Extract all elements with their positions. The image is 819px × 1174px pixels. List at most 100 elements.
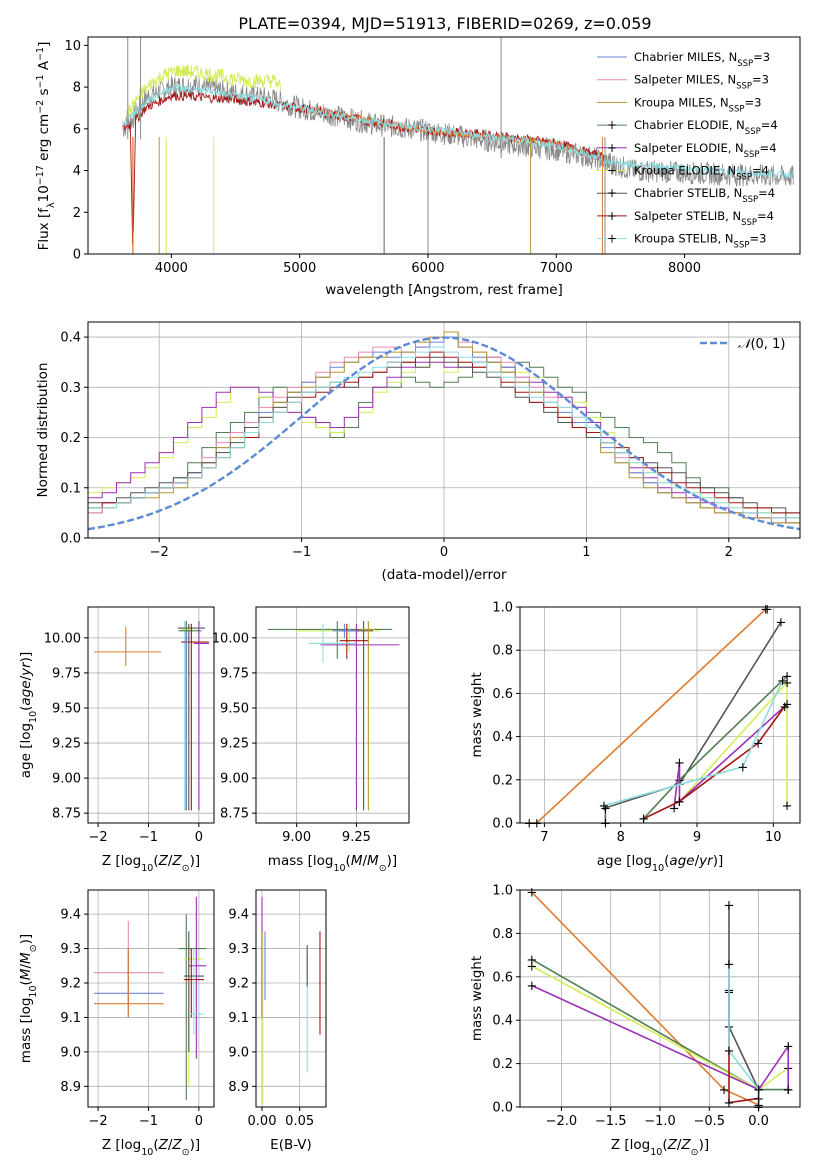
y-tick-label: 1.0 — [492, 884, 513, 899]
y-tick-label: 10.00 — [44, 631, 81, 646]
spectrum-panel: 4000 5000 6000 7000 8000 0 2 4 6 8 10 wavelength [A… — [35, 36, 801, 298]
axes-frame — [255, 889, 327, 1108]
y-tick-label: 0.0 — [60, 532, 81, 547]
weight-marker: + — [526, 886, 537, 901]
legend-label: Kroupa STELIB, NSSP=3 — [634, 232, 766, 251]
y-tick-label: 6 — [73, 122, 81, 137]
x-tick-label: 9.25 — [342, 830, 371, 845]
weight-marker: + — [782, 676, 793, 691]
x-tick-label: 4000 — [155, 261, 188, 276]
y-tick-label: 0.0 — [492, 1101, 513, 1116]
gaussian-curve — [87, 336, 801, 531]
weight-marker: + — [783, 1083, 794, 1098]
plot-area — [94, 896, 207, 1101]
plot-area: +++++++++++++++++++++++++ — [524, 603, 793, 832]
x-tick-label: 0.05 — [285, 1114, 314, 1129]
age-vs-metallicity-panel: −2 −1 0 8.75 9.00 9.25 9.50 9.75 10.00 Z [log10(Z… — [18, 606, 215, 874]
y-tick-label: 9.0 — [228, 1045, 249, 1060]
figure-title: PLATE=0394, MJD=51913, FIBERID=0269, z=0… — [238, 14, 651, 33]
weight-marker: + — [724, 1096, 735, 1111]
x-tick-label: 0 — [195, 830, 203, 845]
legend-label: Kroupa ELODIE, NSSP=4 — [634, 164, 769, 183]
weight-marker: + — [779, 700, 790, 715]
x-tick-label: 7 — [540, 830, 548, 845]
plot-area — [261, 896, 321, 1104]
y-tick-label: 9.25 — [52, 737, 81, 752]
axes-frame — [255, 606, 410, 824]
weight-marker: + — [777, 674, 788, 689]
x-tick-label: −2 — [150, 545, 169, 560]
legend-label: Chabrier STELIB, NSSP=4 — [634, 186, 775, 205]
legend-marker: + — [607, 186, 617, 200]
x-tick-label: −1 — [139, 830, 158, 845]
y-tick-label: 9.2 — [60, 977, 81, 992]
y-tick-label: 8.75 — [52, 807, 81, 822]
x-axis-label: (data-model)/error — [381, 567, 507, 583]
y-axis-label: age [log10(age/yr)] — [18, 652, 39, 778]
x-tick-label: 6000 — [411, 261, 444, 276]
y-tick-label: 9.00 — [220, 772, 249, 787]
weight-marker: + — [783, 1083, 794, 1098]
weight-line-salpeter-stelib — [643, 705, 786, 820]
plot-area: +++++++++++++++++++++++++ — [526, 886, 793, 1116]
weight-marker: + — [775, 616, 786, 631]
plot-area — [122, 37, 794, 254]
legend: Chabrier MILES, NSSP=3 Salpeter MILES, NS… — [597, 50, 778, 251]
y-tick-label: 0.2 — [60, 431, 81, 446]
plot-area — [87, 331, 801, 531]
weight-line-chabrier-stelib — [604, 621, 782, 823]
y-tick-label: 0.1 — [60, 481, 81, 496]
y-tick-label: 0.2 — [492, 1057, 513, 1072]
legend-label: Chabrier ELODIE, NSSP=4 — [634, 118, 778, 137]
x-tick-label: 7000 — [540, 261, 573, 276]
x-axis-label: Z [log10(Z/Z⊙)] — [611, 1137, 709, 1158]
weight-marker: + — [600, 801, 611, 816]
axes-frame — [87, 321, 801, 539]
legend: 𝒩(0, 1) — [700, 337, 785, 352]
weight-marker: + — [674, 756, 685, 771]
axes-frame — [87, 606, 215, 824]
axes-frame — [87, 889, 215, 1108]
weight-marker: + — [674, 795, 685, 810]
y-axis-label: Normed distribution — [35, 363, 51, 498]
legend-marker: + — [607, 164, 617, 178]
weight-marker: + — [760, 603, 771, 618]
x-tick-label: −1 — [292, 545, 311, 560]
weight-marker: + — [531, 817, 542, 832]
x-tick-label: 9.00 — [282, 830, 311, 845]
weight-marker: + — [674, 795, 685, 810]
weight-vs-age-panel: +++++++++++++++++++++++++7 8 9 10 0.0 0.2 0.4 0… — [469, 601, 801, 874]
y-axis-label: mass [log10(M/M⊙)] — [18, 934, 39, 1063]
legend-label: Salpeter ELODIE, NSSP=4 — [634, 141, 777, 160]
y-tick-label: 9.3 — [60, 942, 81, 957]
weight-marker: + — [724, 957, 735, 972]
y-tick-label: 8.9 — [60, 1080, 81, 1095]
y-tick-label: 0.6 — [492, 970, 513, 985]
age-vs-mass-panel: 9.00 9.25 8.75 9.00 9.25 9.50 9.75 10.00 mass [l… — [212, 606, 410, 874]
weight-marker: + — [783, 1040, 794, 1055]
legend-label: 𝒩(0, 1) — [738, 337, 785, 352]
legend-marker: + — [607, 232, 617, 246]
weight-marker: + — [724, 1044, 735, 1059]
y-tick-label: 9.3 — [228, 942, 249, 957]
y-tick-label: 9.1 — [228, 1011, 249, 1026]
y-tick-label: 9.75 — [220, 666, 249, 681]
x-tick-label: 0.00 — [248, 1114, 277, 1129]
weight-marker: + — [782, 799, 793, 814]
y-tick-label: 9.00 — [52, 772, 81, 787]
y-tick-label: 10.00 — [212, 631, 249, 646]
weight-marker: + — [783, 1083, 794, 1098]
axes-frame — [519, 606, 801, 824]
x-tick-label: 5000 — [283, 261, 316, 276]
y-tick-label: 0.4 — [60, 331, 81, 346]
x-axis-label: wavelength [Angstrom, rest frame] — [325, 282, 563, 298]
y-tick-label: 9.0 — [60, 1045, 81, 1060]
weight-marker: + — [753, 1083, 764, 1098]
y-tick-label: 0.3 — [60, 381, 81, 396]
x-tick-label: 8000 — [668, 261, 701, 276]
y-tick-label: 9.4 — [228, 908, 249, 923]
x-tick-label: −1 — [139, 1114, 158, 1129]
weight-marker: + — [782, 698, 793, 713]
legend-marker: + — [607, 118, 617, 132]
